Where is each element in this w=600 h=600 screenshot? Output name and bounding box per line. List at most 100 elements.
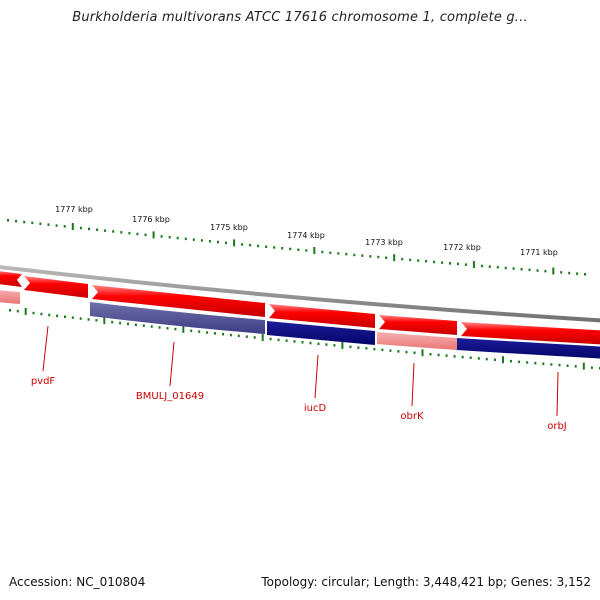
minor-tick bbox=[15, 219, 18, 223]
minor-tick bbox=[285, 339, 288, 342]
minor-tick bbox=[217, 240, 219, 244]
gene-arrow[interactable] bbox=[24, 276, 88, 298]
leader-line-obrK bbox=[411, 362, 415, 407]
minor-tick bbox=[389, 349, 392, 352]
minor-tick bbox=[429, 353, 432, 356]
minor-tick bbox=[526, 361, 529, 364]
minor-tick bbox=[281, 247, 284, 250]
minor-tick bbox=[574, 365, 577, 368]
minor-tick bbox=[520, 268, 523, 271]
gene-label-iucD[interactable]: iucD bbox=[304, 403, 327, 414]
major-tick bbox=[313, 247, 316, 254]
minor-tick bbox=[321, 250, 324, 254]
ruler-label-1777: 1777 kbp bbox=[55, 205, 93, 214]
minor-tick bbox=[417, 259, 420, 262]
major-tick bbox=[71, 223, 74, 230]
major-tick bbox=[182, 325, 185, 333]
minor-tick bbox=[397, 350, 400, 353]
minor-tick bbox=[39, 222, 42, 225]
minor-tick bbox=[56, 314, 59, 318]
minor-tick bbox=[289, 247, 292, 251]
minor-tick bbox=[349, 345, 352, 349]
minor-tick bbox=[558, 363, 561, 367]
major-tick bbox=[233, 239, 236, 247]
gene-labels: pvdF BMULJ_01649 iucD obrK orbJ bbox=[31, 376, 567, 432]
gene-label-orbJ[interactable]: orbJ bbox=[547, 421, 567, 432]
leader-line-BMULJ_01649 bbox=[169, 341, 175, 387]
gene-label-pvdF[interactable]: pvdF bbox=[31, 376, 56, 387]
minor-tick bbox=[166, 327, 169, 330]
minor-tick bbox=[7, 219, 9, 222]
major-tick bbox=[152, 231, 155, 239]
minor-tick bbox=[510, 359, 512, 363]
gene-block[interactable] bbox=[90, 302, 265, 334]
major-tick bbox=[24, 307, 27, 315]
gene-label-obrK[interactable]: obrK bbox=[400, 411, 424, 422]
ruler-label-1772: 1772 kbp bbox=[443, 243, 481, 252]
minor-tick bbox=[9, 309, 11, 312]
minor-tick bbox=[16, 309, 19, 313]
gene-arrow[interactable] bbox=[461, 322, 600, 345]
minor-tick bbox=[377, 255, 380, 259]
minor-tick bbox=[480, 264, 483, 268]
gene-arrow[interactable] bbox=[0, 270, 22, 287]
minor-tick bbox=[47, 223, 50, 226]
gene-block[interactable] bbox=[0, 289, 20, 304]
minor-tick bbox=[333, 344, 336, 347]
minor-tick bbox=[449, 262, 451, 265]
minor-tick bbox=[190, 329, 193, 333]
minor-tick bbox=[560, 271, 563, 274]
minor-tick bbox=[87, 318, 90, 321]
minor-tick bbox=[413, 351, 416, 354]
minor-tick bbox=[337, 252, 340, 255]
minor-tick bbox=[301, 341, 304, 344]
minor-tick bbox=[361, 254, 364, 257]
major-tick bbox=[552, 267, 555, 275]
minor-tick bbox=[158, 326, 161, 329]
minor-tick bbox=[120, 231, 123, 234]
minor-tick bbox=[150, 325, 153, 328]
leader-line-pvdF bbox=[42, 325, 49, 372]
minor-tick bbox=[142, 324, 145, 327]
minor-tick bbox=[88, 227, 90, 231]
minor-tick bbox=[111, 320, 114, 324]
minor-tick bbox=[269, 337, 272, 341]
minor-tick bbox=[568, 271, 571, 275]
minor-tick bbox=[136, 232, 139, 236]
minor-tick bbox=[176, 236, 179, 240]
major-tick bbox=[421, 349, 424, 357]
minor-tick bbox=[277, 338, 280, 342]
gene-arrow[interactable] bbox=[269, 304, 375, 328]
accession-text: Accession: NC_010804 bbox=[9, 575, 146, 589]
gene-label-BMULJ_01649[interactable]: BMULJ_01649 bbox=[136, 391, 204, 402]
minor-tick bbox=[241, 243, 244, 246]
minor-tick bbox=[590, 366, 593, 369]
minor-tick bbox=[297, 248, 300, 251]
minor-tick bbox=[445, 354, 448, 357]
minor-tick bbox=[253, 336, 256, 339]
minor-tick bbox=[353, 253, 356, 257]
minor-tick bbox=[208, 240, 211, 243]
minor-tick bbox=[536, 269, 539, 272]
minor-tick bbox=[112, 230, 115, 233]
gene-arrow[interactable] bbox=[92, 285, 265, 317]
minor-tick bbox=[437, 353, 440, 357]
gene-block[interactable] bbox=[267, 321, 375, 345]
minor-tick bbox=[192, 238, 195, 241]
gene-block[interactable] bbox=[457, 338, 600, 359]
minor-tick bbox=[305, 249, 308, 252]
minor-tick bbox=[528, 268, 531, 272]
minor-tick bbox=[23, 220, 26, 224]
minor-tick bbox=[512, 267, 515, 270]
gene-block[interactable] bbox=[377, 332, 457, 350]
minor-tick bbox=[534, 361, 537, 365]
ruler-label-1776: 1776 kbp bbox=[132, 215, 170, 224]
minor-tick bbox=[96, 228, 99, 231]
minor-tick bbox=[493, 358, 496, 361]
minor-tick bbox=[477, 357, 480, 360]
ruler-label-1773: 1773 kbp bbox=[365, 238, 403, 247]
minor-tick bbox=[206, 331, 209, 334]
gene-arrow[interactable] bbox=[379, 315, 457, 335]
minor-tick bbox=[127, 322, 129, 326]
